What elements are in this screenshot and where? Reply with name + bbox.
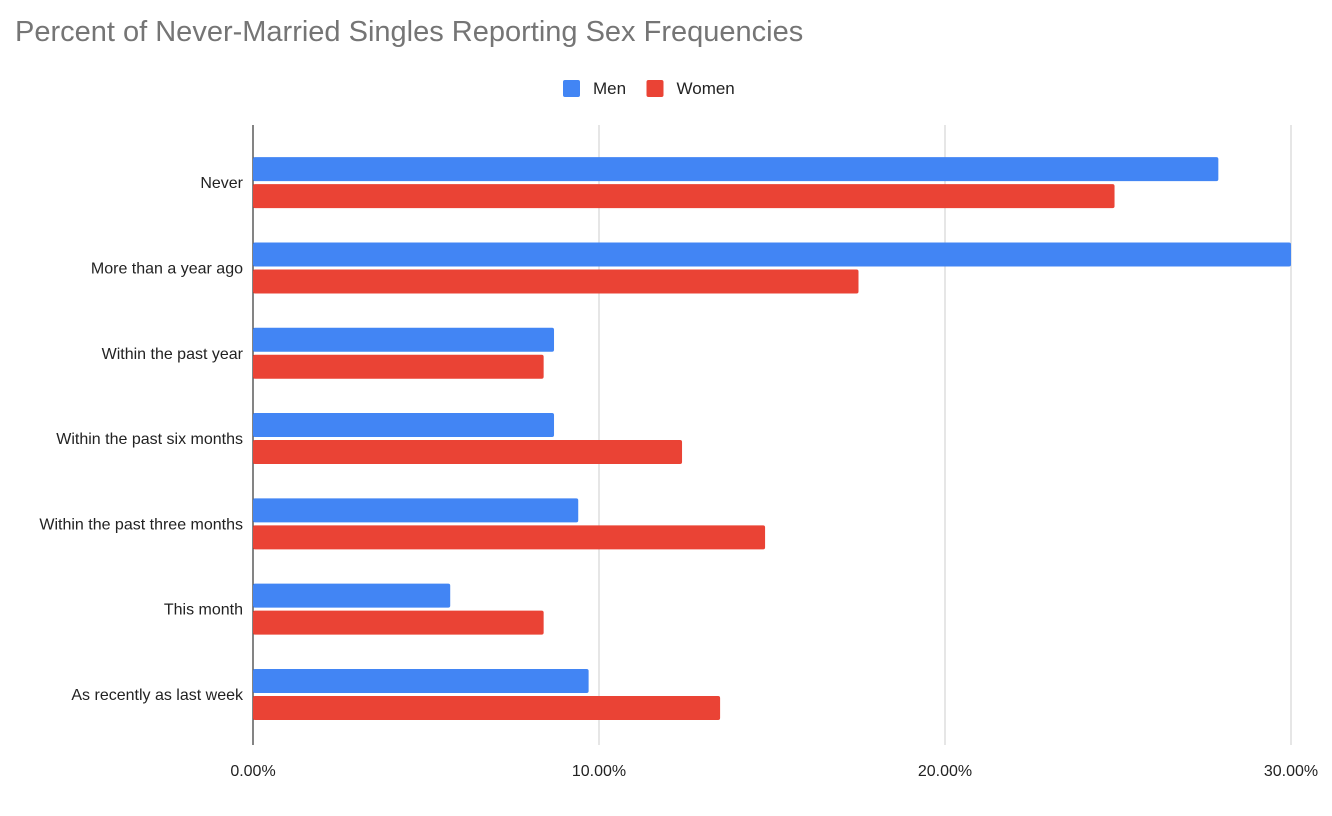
category-label: Within the past three months — [39, 516, 243, 533]
category-label: Never — [200, 175, 243, 192]
bar-women — [253, 695, 721, 720]
bar-men — [253, 327, 555, 352]
category-label: This month — [164, 602, 243, 619]
bar-women — [253, 440, 683, 465]
category-label: As recently as last week — [71, 687, 244, 704]
bar-women — [253, 269, 859, 294]
category-label: Within the past six months — [56, 431, 243, 448]
bar-men — [253, 413, 555, 438]
x-tick-label: 10.00% — [572, 763, 626, 780]
x-tick-label: 20.00% — [918, 763, 972, 780]
bar-men — [253, 157, 1219, 182]
bar-men — [253, 583, 451, 608]
x-tick-label: 0.00% — [230, 763, 275, 780]
bar-women — [253, 525, 766, 550]
category-label: Within the past year — [102, 346, 244, 363]
bar-women — [253, 354, 544, 379]
legend-label-women: Women — [677, 79, 735, 98]
bar-men — [253, 498, 579, 523]
legend-swatch-men — [563, 80, 580, 97]
category-label: More than a year ago — [91, 260, 243, 277]
bar-men — [253, 242, 1291, 267]
bar-women — [253, 610, 544, 635]
legend-swatch-women — [646, 80, 664, 97]
bar-women — [253, 184, 1115, 209]
bar-men — [253, 668, 589, 693]
x-tick-label: 30.00% — [1264, 763, 1318, 780]
chart-title: Percent of Never-Married Singles Reporti… — [15, 16, 804, 48]
legend-label-men: Men — [593, 79, 626, 98]
